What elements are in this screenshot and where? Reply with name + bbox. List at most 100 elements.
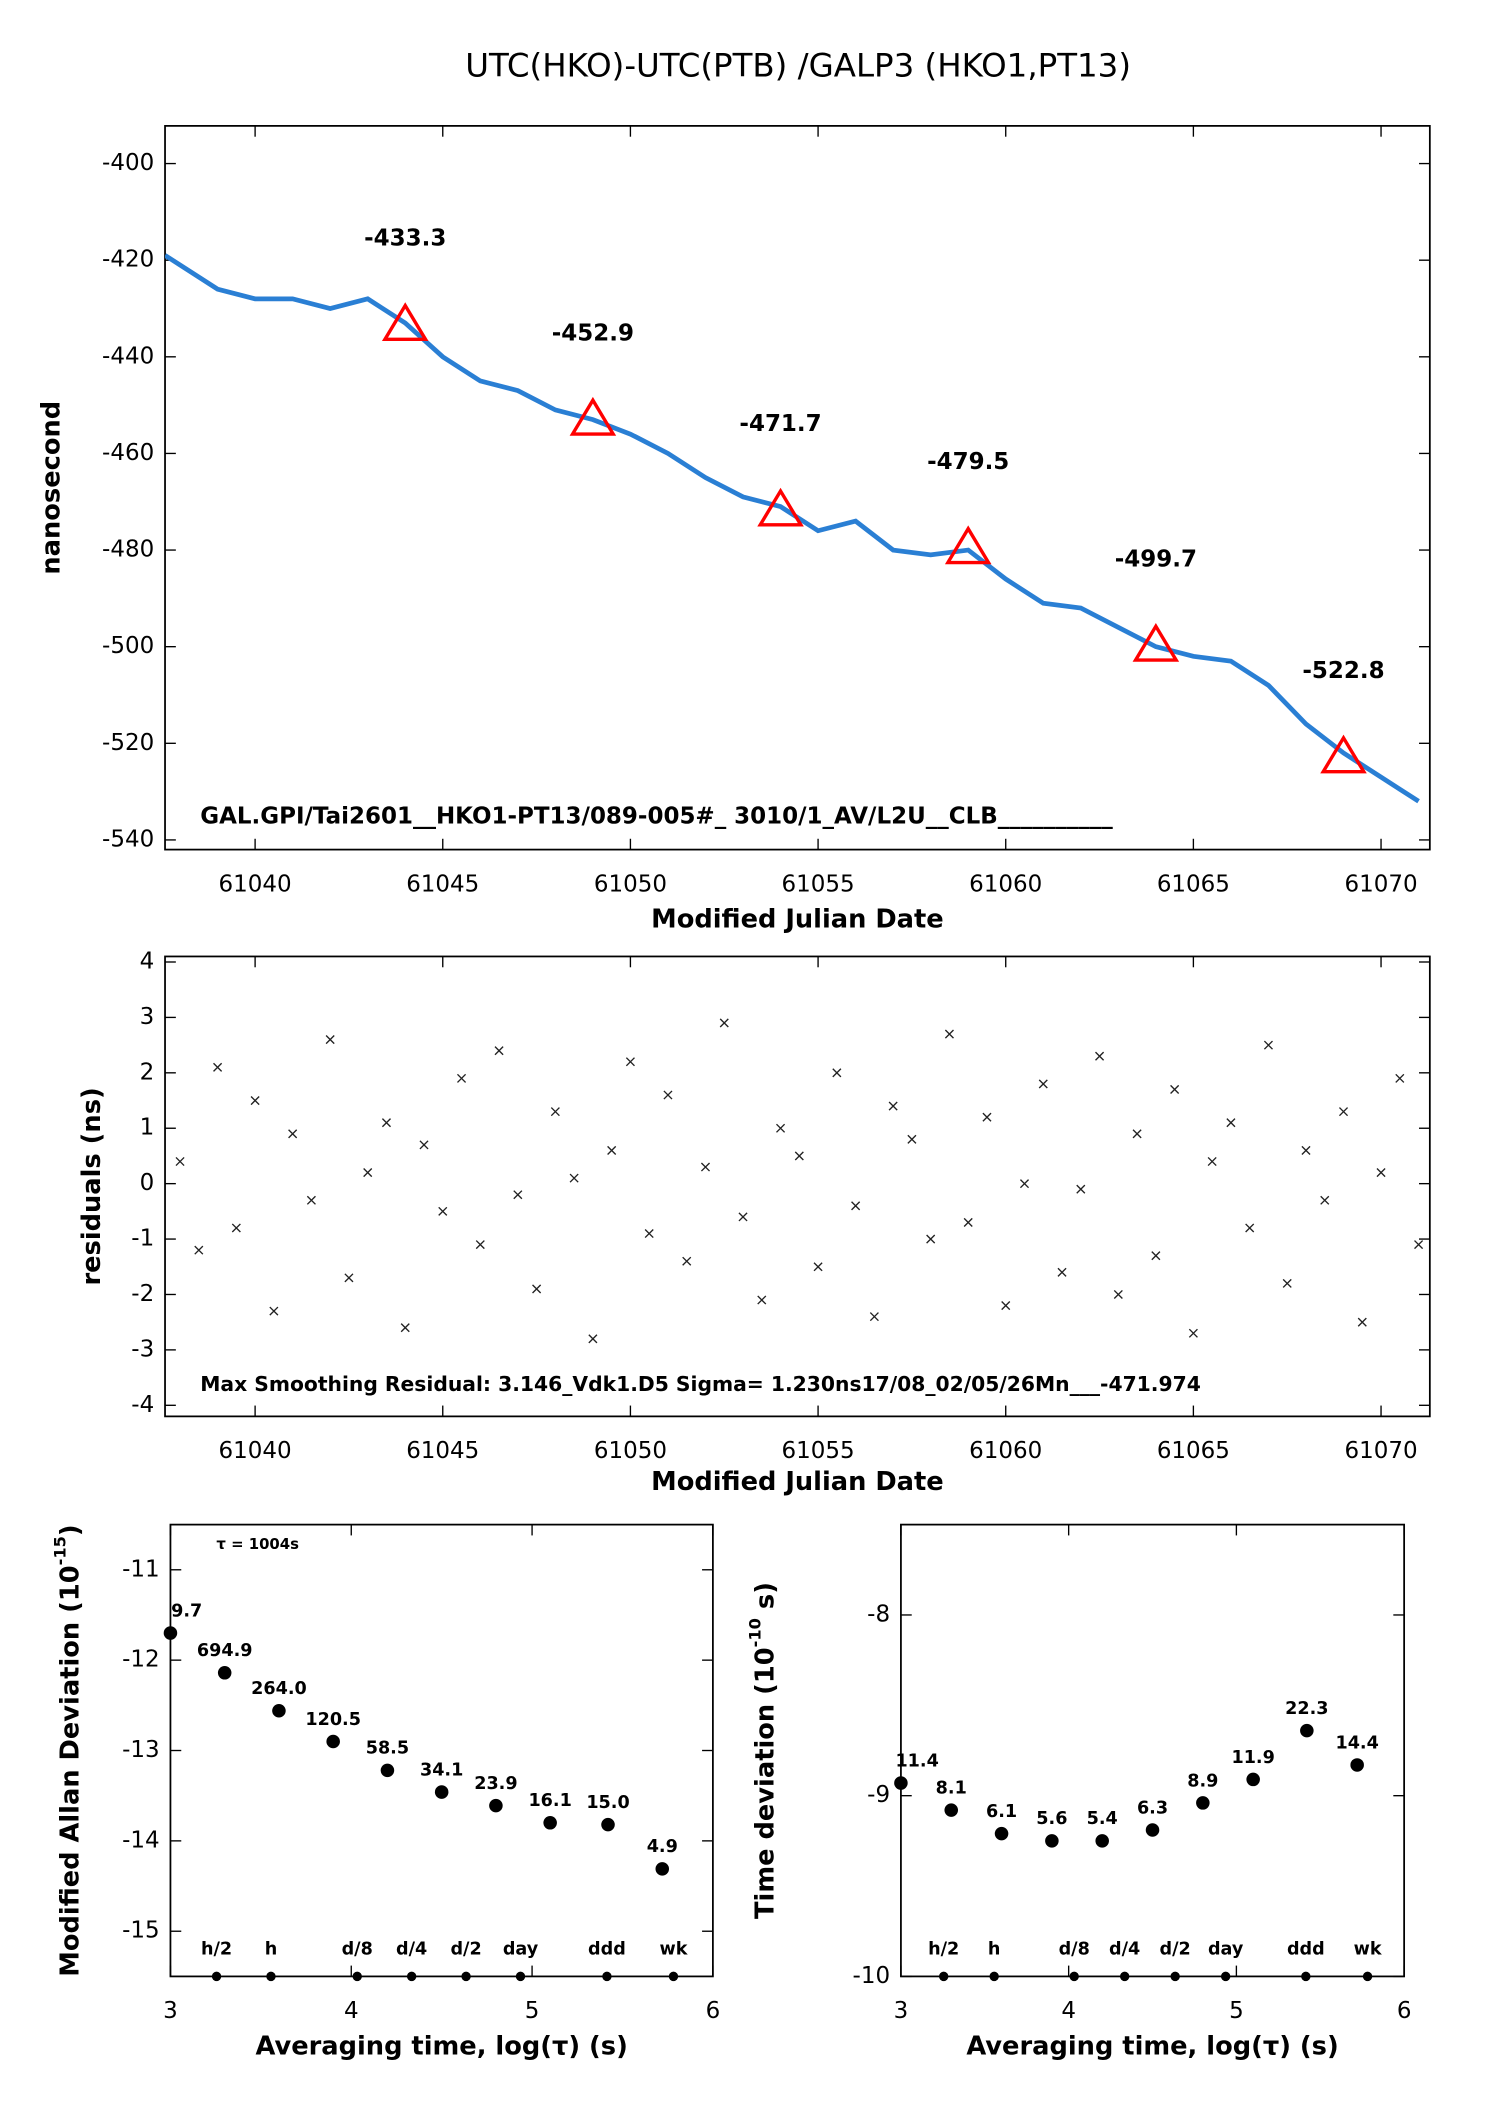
y-tick-label: -400 [102, 150, 154, 176]
chart-title: UTC(HKO)-UTC(PTB) /GALP3 (HKO1,PT13) [465, 47, 1131, 85]
data-point [1246, 1772, 1260, 1787]
triangle-marker [569, 396, 617, 436]
x-tick-label: 61045 [406, 871, 479, 897]
y-axis-label-part: residuals (ns) [76, 1087, 106, 1285]
x-tick-label: 5 [525, 1998, 540, 2024]
data-point [1045, 1834, 1059, 1848]
point-label: 6.3 [1137, 1798, 1168, 1818]
residual-point [982, 1112, 992, 1122]
data-label: -433.3 [364, 226, 446, 252]
residual-point [776, 1123, 786, 1133]
residual-point [344, 1273, 354, 1283]
data-point [1300, 1723, 1314, 1738]
data-label: -479.5 [927, 449, 1009, 475]
residual-point [1376, 1168, 1386, 1178]
time-marker [515, 1971, 526, 1982]
x-tick-label: 4 [1061, 1998, 1076, 2024]
y-tick-label: -3 [131, 1336, 154, 1362]
plot-frame [164, 955, 1431, 1418]
plot-frame [169, 1523, 714, 1978]
y-axis-label-part: ) [55, 1524, 85, 1536]
residual-point [1414, 1240, 1424, 1250]
point-label: 264.0 [251, 1679, 307, 1699]
residual-point [438, 1206, 448, 1216]
residual-point [1113, 1289, 1123, 1300]
residual-point [588, 1334, 598, 1344]
point-label: 14.4 [1335, 1733, 1378, 1753]
data-point [217, 1666, 232, 1680]
x-tick-label: 3 [894, 1998, 909, 2024]
x-axis-label: Modified Julian Date [651, 1467, 944, 1497]
x-tick-label: 6 [1397, 1998, 1412, 2024]
triangle-marker [1320, 734, 1367, 774]
data-point [1196, 1796, 1210, 1810]
data-point [1095, 1834, 1109, 1848]
data-point [894, 1776, 908, 1790]
residual-point [288, 1129, 298, 1139]
time-marker-label: ddd [588, 1939, 626, 1959]
plot-frame [900, 1523, 1406, 1978]
residual-point [231, 1223, 241, 1233]
y-tick-label: -9 [867, 1782, 890, 1808]
residual-point [250, 1095, 260, 1106]
y-axis-label-part: Modified Allan Deviation (10 [55, 1565, 85, 1976]
y-tick-label: -500 [102, 633, 154, 659]
y-tick-label: -14 [122, 1827, 160, 1853]
y-tick-label: -11 [122, 1556, 160, 1582]
point-label: 11.9 [1231, 1748, 1274, 1768]
x-axis-label: Modified Julian Date [651, 904, 944, 934]
point-label: 16.1 [528, 1791, 571, 1811]
y-axis-label-part: -15 [50, 1536, 69, 1565]
y-tick-label: 2 [140, 1059, 155, 1085]
y-tick-label: -1 [131, 1226, 154, 1252]
y-tick-label: -2 [131, 1281, 154, 1307]
y-axis-label: residuals (ns) [76, 1087, 106, 1285]
time-marker-label: ddd [1287, 1939, 1325, 1959]
residual-point [851, 1201, 861, 1211]
x-tick-label: 61045 [406, 1438, 479, 1464]
data-label: -452.9 [552, 320, 634, 346]
residual-point [532, 1284, 542, 1294]
time-marker [461, 1971, 471, 1982]
x-tick-label: 5 [1229, 1998, 1244, 2024]
residual-point [1151, 1251, 1161, 1261]
y-axis-label: Modified Allan Deviation (10-15) [50, 1524, 84, 1976]
x-tick-label: 6 [706, 1998, 721, 2024]
time-marker-label: d/4 [1109, 1939, 1140, 1959]
time-marker [602, 1971, 612, 1982]
point-label: 8.9 [1187, 1771, 1218, 1791]
time-marker-label: d/2 [450, 1939, 481, 1959]
point-label: 22.3 [1285, 1699, 1328, 1719]
time-marker-label: d/8 [1059, 1939, 1090, 1959]
residual-point [1320, 1195, 1330, 1205]
data-point [543, 1816, 557, 1830]
x-tick-label: 61060 [969, 871, 1042, 897]
point-label: 4.9 [647, 1837, 678, 1857]
residual-point [644, 1228, 654, 1239]
residual-point [1263, 1040, 1273, 1050]
y-axis-label: nanosecond [36, 401, 66, 575]
x-tick-label: 3 [163, 1998, 178, 2024]
residual-point [1226, 1118, 1236, 1128]
residual-point [926, 1234, 936, 1244]
y-tick-label: -420 [102, 247, 154, 273]
annotation: τ = 1004s [216, 1535, 299, 1553]
y-tick-label: -8 [867, 1601, 890, 1627]
y-tick-label: -12 [122, 1647, 160, 1673]
x-tick-label: 61055 [782, 1438, 855, 1464]
y-tick-label: -10 [853, 1963, 891, 1989]
annotation: GAL.GPI/Tai2601__HKO1-PT13/089-005#_ 301… [200, 804, 1113, 830]
triangle-marker [944, 525, 992, 565]
time-marker-label: h/2 [928, 1939, 959, 1959]
residual-point [700, 1162, 711, 1172]
point-label: 9.7 [171, 1601, 202, 1621]
x-axis-label: Averaging time, log(τ) (s) [255, 2031, 627, 2061]
point-label: 34.1 [420, 1760, 463, 1780]
residual-point [363, 1168, 373, 1178]
residual-point [1245, 1223, 1255, 1233]
x-tick-label: 61065 [1157, 1438, 1230, 1464]
x-tick-label: 61040 [219, 1438, 292, 1464]
y-tick-label: 3 [140, 1004, 155, 1030]
annotation: Max Smoothing Residual: 3.146_Vdk1.D5 Si… [200, 1372, 1201, 1396]
